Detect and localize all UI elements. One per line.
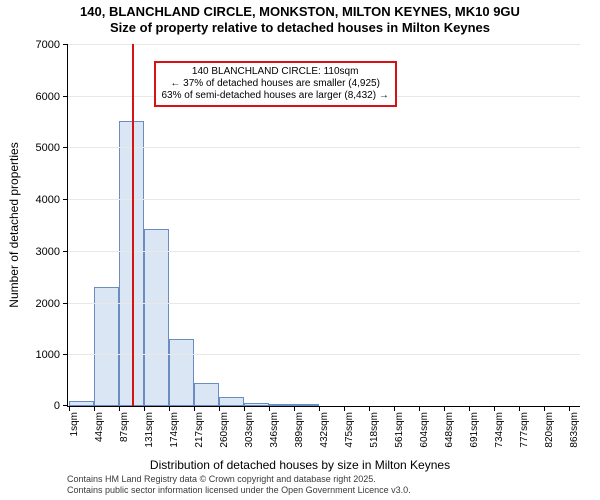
x-tick-label: 432sqm [319, 412, 330, 448]
y-tick [63, 303, 68, 304]
y-tick-label: 5000 [36, 142, 60, 154]
callout-line: ← 37% of detached houses are smaller (4,… [162, 78, 389, 90]
y-tick [63, 96, 68, 97]
y-gridline: 4000 [68, 199, 580, 200]
histogram-bar [169, 339, 194, 406]
x-tick [569, 406, 570, 411]
x-tick [219, 406, 220, 411]
title-line-1: 140, BLANCHLAND CIRCLE, MONKSTON, MILTON… [0, 4, 600, 20]
x-tick-label: 604sqm [419, 412, 430, 448]
plot-area: 010002000300040005000600070001sqm44sqm87… [67, 44, 580, 407]
x-tick [169, 406, 170, 411]
y-tick-label: 7000 [36, 39, 60, 51]
histogram-bar [194, 383, 219, 406]
y-gridline: 1000 [68, 354, 580, 355]
y-tick [63, 199, 68, 200]
chart-title: 140, BLANCHLAND CIRCLE, MONKSTON, MILTON… [0, 4, 600, 36]
footer-line-2: Contains public sector information licen… [67, 485, 411, 496]
x-tick-label: 389sqm [294, 412, 305, 448]
y-tick-label: 2000 [36, 298, 60, 310]
x-tick [469, 406, 470, 411]
footer-attribution: Contains HM Land Registry data © Crown c… [67, 474, 411, 496]
callout-line: 140 BLANCHLAND CIRCLE: 110sqm [162, 66, 389, 78]
x-tick-label: 691sqm [469, 412, 480, 448]
y-gridline: 2000 [68, 303, 580, 304]
x-tick-label: 131sqm [144, 412, 155, 448]
x-tick [269, 406, 270, 411]
footer-line-1: Contains HM Land Registry data © Crown c… [67, 474, 411, 485]
x-tick [69, 406, 70, 411]
x-tick [94, 406, 95, 411]
x-tick [519, 406, 520, 411]
histogram-bar [244, 403, 269, 406]
x-tick-label: 734sqm [494, 412, 505, 448]
y-tick-label: 1000 [36, 349, 60, 361]
x-tick [394, 406, 395, 411]
x-tick [444, 406, 445, 411]
histogram-bar [144, 229, 169, 406]
x-tick-label: 174sqm [169, 412, 180, 448]
callout-box: 140 BLANCHLAND CIRCLE: 110sqm← 37% of de… [154, 61, 397, 107]
y-tick [63, 147, 68, 148]
x-tick-label: 561sqm [394, 412, 405, 448]
y-gridline: 5000 [68, 147, 580, 148]
x-tick-label: 260sqm [219, 412, 230, 448]
x-tick [119, 406, 120, 411]
x-tick-label: 346sqm [269, 412, 280, 448]
y-tick [63, 354, 68, 355]
histogram-bar [94, 287, 119, 406]
x-tick [344, 406, 345, 411]
y-gridline: 3000 [68, 251, 580, 252]
x-tick-label: 475sqm [344, 412, 355, 448]
x-tick-label: 648sqm [444, 412, 455, 448]
x-tick-label: 863sqm [569, 412, 580, 448]
histogram-bar [294, 404, 319, 406]
y-gridline: 7000 [68, 44, 580, 45]
y-tick-label: 4000 [36, 194, 60, 206]
x-tick-label: 217sqm [194, 412, 205, 448]
x-tick-label: 518sqm [369, 412, 380, 448]
callout-line: 63% of semi-detached houses are larger (… [162, 90, 389, 102]
y-tick-label: 6000 [36, 91, 60, 103]
x-tick [419, 406, 420, 411]
title-line-2: Size of property relative to detached ho… [0, 20, 600, 36]
x-tick [294, 406, 295, 411]
x-tick-label: 1sqm [69, 412, 80, 436]
chart-container: 140, BLANCHLAND CIRCLE, MONKSTON, MILTON… [0, 0, 600, 500]
histogram-bar [219, 397, 244, 406]
x-tick-label: 87sqm [119, 412, 130, 442]
x-tick [494, 406, 495, 411]
y-tick [63, 251, 68, 252]
reference-line [132, 44, 134, 406]
x-tick [319, 406, 320, 411]
x-tick [244, 406, 245, 411]
x-tick-label: 820sqm [544, 412, 555, 448]
x-tick [544, 406, 545, 411]
x-tick [194, 406, 195, 411]
histogram-bar [269, 404, 294, 406]
histogram-bar [69, 401, 94, 406]
y-tick-label: 0 [54, 400, 60, 412]
x-tick-label: 303sqm [244, 412, 255, 448]
x-tick [144, 406, 145, 411]
x-axis-title: Distribution of detached houses by size … [0, 458, 600, 472]
y-tick [63, 405, 68, 406]
x-tick-label: 777sqm [519, 412, 530, 448]
x-tick-label: 44sqm [94, 412, 105, 442]
y-axis-title: Number of detached properties [7, 142, 21, 307]
y-tick-label: 3000 [36, 246, 60, 258]
y-tick [63, 44, 68, 45]
x-tick [369, 406, 370, 411]
